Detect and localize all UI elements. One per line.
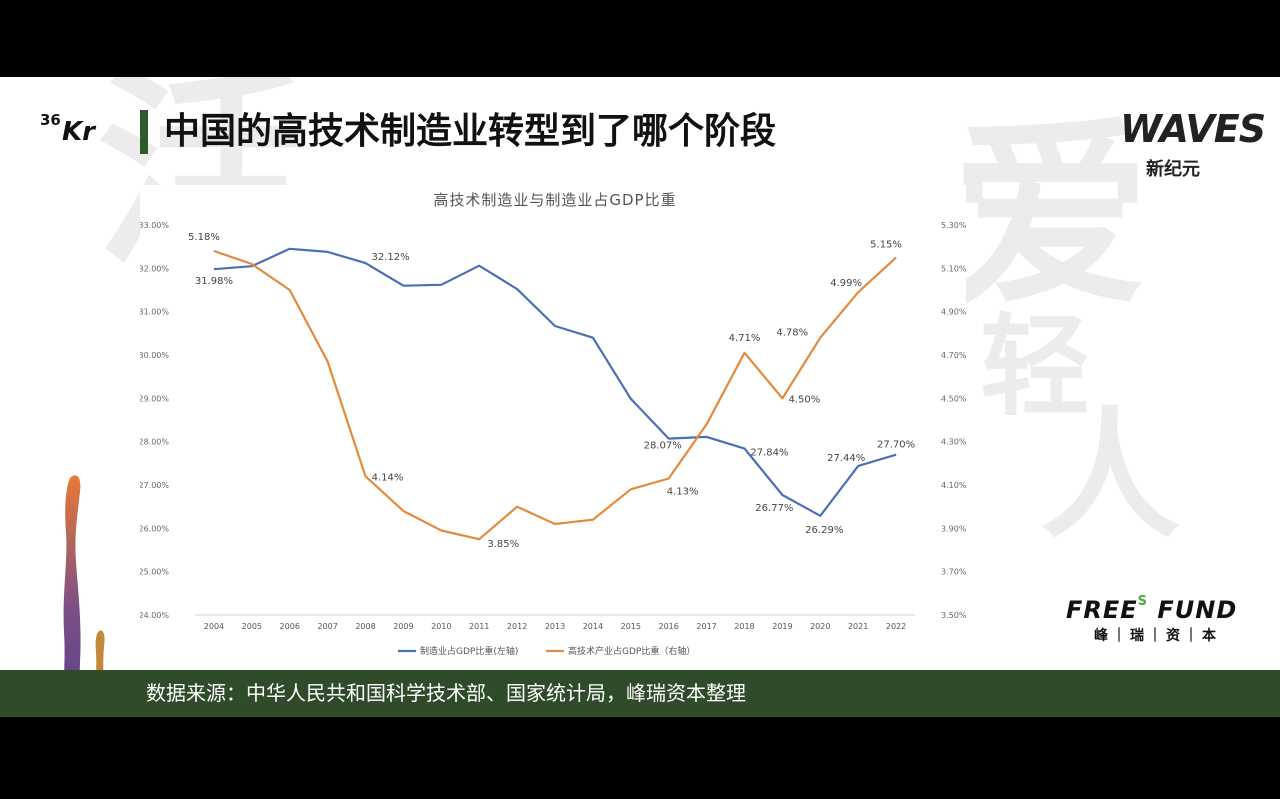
x-tick-label: 2012 bbox=[507, 622, 527, 631]
x-tick-label: 2021 bbox=[848, 622, 868, 631]
x-tick-label: 2022 bbox=[886, 622, 906, 631]
data-source: 数据来源：中华人民共和国科学技术部、国家统计局，峰瑞资本整理 bbox=[146, 681, 746, 705]
data-label: 5.18% bbox=[188, 232, 220, 243]
data-label: 4.13% bbox=[667, 487, 699, 498]
data-label: 26.77% bbox=[755, 503, 793, 514]
data-label: 32.12% bbox=[371, 252, 409, 263]
data-label: 26.29% bbox=[805, 525, 843, 536]
x-tick-label: 2009 bbox=[393, 622, 413, 631]
x-tick-label: 2019 bbox=[772, 622, 792, 631]
bg-glyph-4: 人 bbox=[1040, 395, 1181, 558]
y-left-tick-label: 32.00% bbox=[140, 264, 169, 273]
y-left-tick-label: 31.00% bbox=[140, 308, 169, 317]
bg-glyph-2: 爱 bbox=[950, 100, 1151, 333]
bg-glyph-3: 轻 bbox=[980, 303, 1090, 431]
y-left-tick-label: 28.00% bbox=[140, 438, 169, 447]
x-tick-label: 2011 bbox=[469, 622, 489, 631]
x-tick-label: 2018 bbox=[734, 622, 754, 631]
y-left-tick-label: 26.00% bbox=[140, 524, 169, 533]
y-right-tick-label: 5.10% bbox=[941, 264, 966, 273]
x-tick-label: 2013 bbox=[545, 622, 565, 631]
y-left-tick-label: 25.00% bbox=[140, 568, 169, 577]
x-tick-label: 2006 bbox=[280, 622, 300, 631]
y-left-tick-label: 24.00% bbox=[140, 611, 169, 620]
series-line-1 bbox=[213, 249, 897, 541]
y-right-tick-label: 4.70% bbox=[941, 351, 966, 360]
data-label: 27.84% bbox=[750, 448, 788, 459]
x-tick-label: 2014 bbox=[583, 622, 603, 631]
series-line-0 bbox=[213, 247, 897, 517]
line-chart: 高技术制造业与制造业占GDP比重 24.00% 25.00% 26.00% 27.00%… bbox=[140, 191, 966, 657]
y-left-tick-label: 33.00% bbox=[140, 221, 169, 230]
data-label: 3.85% bbox=[487, 539, 519, 550]
chart-title: 高技术制造业与制造业占GDP比重 bbox=[433, 191, 676, 209]
data-label: 4.14% bbox=[372, 472, 404, 483]
x-tick-label: 2005 bbox=[242, 622, 262, 631]
data-label: 4.99% bbox=[830, 278, 862, 289]
x-tick-label: 2004 bbox=[204, 622, 224, 631]
freesfund-logo: FREES FUND bbox=[1066, 594, 1238, 624]
legend-label-0: 制造业占GDP比重(左轴) bbox=[420, 645, 518, 657]
x-tick-label: 2010 bbox=[431, 622, 451, 631]
x-tick-label: 2016 bbox=[659, 622, 679, 631]
footer-bar: 数据来源：中华人民共和国科学技术部、国家统计局，峰瑞资本整理 bbox=[0, 670, 1280, 717]
y-right-tick-label: 3.50% bbox=[941, 611, 966, 620]
y-right-tick-label: 4.30% bbox=[941, 438, 966, 447]
data-label: 27.70% bbox=[877, 440, 915, 451]
y-right-tick-label: 4.50% bbox=[941, 394, 966, 403]
data-label: 4.71% bbox=[729, 333, 761, 344]
x-tick-label: 2017 bbox=[696, 622, 716, 631]
x-tick-label: 2007 bbox=[317, 622, 337, 631]
x-tick-label: 2015 bbox=[621, 622, 641, 631]
data-label: 28.07% bbox=[644, 441, 682, 452]
data-label: 5.15% bbox=[870, 240, 902, 251]
legend-label-1: 高技术产业占GDP比重（右轴） bbox=[568, 645, 695, 657]
y-right-tick-label: 5.30% bbox=[941, 221, 966, 230]
freesfund-logo-subtitle: 峰｜瑞｜资｜本 bbox=[1094, 628, 1220, 644]
x-tick-label: 2008 bbox=[355, 622, 375, 631]
y-left-tick-label: 30.00% bbox=[140, 351, 169, 360]
chart-card: 高技术制造业与制造业占GDP比重 24.00% 25.00% 26.00% 27.00%… bbox=[140, 185, 966, 672]
y-right-tick-label: 3.90% bbox=[941, 524, 966, 533]
y-left-tick-label: 27.00% bbox=[140, 481, 169, 490]
data-label: 31.98% bbox=[195, 276, 233, 287]
title-accent-bar bbox=[140, 110, 148, 154]
y-left-tick-label: 29.00% bbox=[140, 394, 169, 403]
data-label: 4.50% bbox=[788, 394, 820, 405]
x-tick-label: 2020 bbox=[810, 622, 830, 631]
y-right-tick-label: 4.10% bbox=[941, 481, 966, 490]
slide: 活 爱 轻 人 36 Kr 中国的高技术制造业转型到了哪个阶段 WAVES 新纪… bbox=[0, 77, 1280, 717]
data-label: 4.78% bbox=[776, 328, 808, 339]
y-right-tick-label: 3.70% bbox=[941, 568, 966, 577]
y-right-tick-label: 4.90% bbox=[941, 308, 966, 317]
waves-logo: WAVES bbox=[1120, 107, 1266, 151]
waves-logo-subtitle: 新纪元 bbox=[1146, 159, 1200, 180]
data-label: 27.44% bbox=[827, 453, 865, 464]
page-title: 中国的高技术制造业转型到了哪个阶段 bbox=[164, 111, 777, 152]
